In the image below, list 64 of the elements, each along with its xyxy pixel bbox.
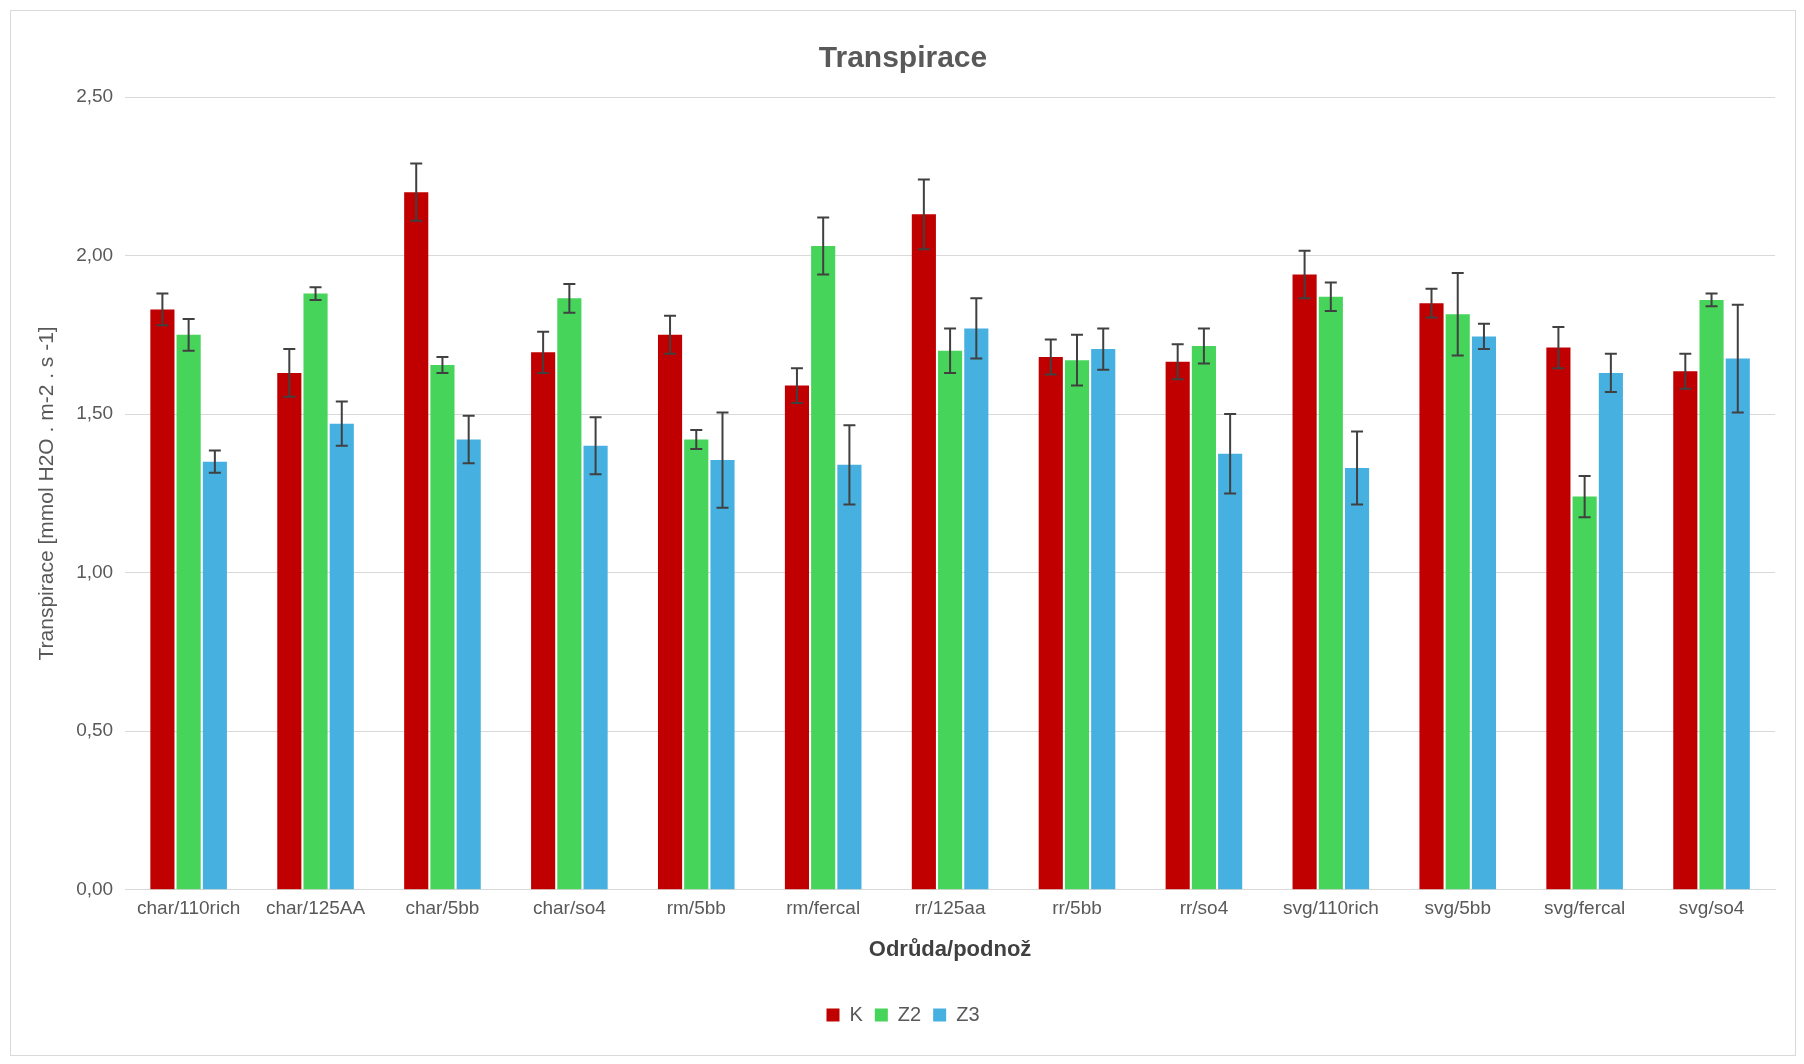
bar [329, 423, 354, 890]
x-tick-label: rm/5bb [666, 897, 726, 919]
bar [1064, 360, 1090, 890]
chart-title: Transpirace [818, 40, 988, 74]
bar [938, 350, 963, 890]
legend-label: Z2 [897, 1002, 922, 1025]
bar [1572, 496, 1597, 890]
bar [303, 293, 328, 890]
x-tick-label: svg/fercal [1543, 897, 1626, 919]
bar [784, 385, 810, 890]
bar [1292, 274, 1317, 890]
bar [404, 192, 429, 890]
bar [531, 352, 556, 890]
bar [430, 364, 455, 890]
x-tick-label: svg/so4 [1678, 897, 1745, 919]
x-tick-label: char/110rich [137, 897, 241, 919]
bar [202, 461, 227, 890]
bar [1725, 358, 1750, 890]
y-tick-label: 1,00 [76, 560, 114, 582]
bar [1419, 303, 1444, 890]
x-tick-label: rr/125aa [914, 897, 986, 919]
x-tick-label: rm/fercal [786, 897, 861, 919]
x-tick-label: rr/5bb [1052, 897, 1102, 919]
x-tick-label: char/125AA [265, 897, 366, 919]
x-tick-label: char/so4 [532, 897, 607, 919]
bar [456, 439, 481, 890]
y-tick-label: 1,50 [76, 402, 114, 424]
bar [684, 439, 709, 890]
bar [1165, 361, 1190, 890]
x-tick-label: char/5bb [405, 897, 480, 919]
bar [1091, 349, 1116, 890]
bar [710, 460, 735, 890]
bar [1191, 345, 1216, 890]
bar [1445, 314, 1470, 890]
bar [557, 298, 582, 890]
y-tick-label: 0,50 [76, 719, 114, 741]
bar [1598, 372, 1623, 890]
bar [1546, 347, 1571, 890]
bar [1699, 299, 1724, 890]
x-tick-label: svg/110rich [1282, 897, 1379, 919]
bar [1318, 296, 1343, 890]
bar [964, 328, 989, 890]
bar [911, 214, 936, 890]
bar [1673, 371, 1698, 890]
bar [176, 334, 201, 890]
x-axis-title: Odrůda/podnož [868, 935, 1032, 961]
bar [277, 372, 302, 890]
y-axis-title: Transpirace [mmol H2O . m-2 . s -1] [34, 326, 58, 661]
bar [1038, 357, 1063, 890]
x-tick-label: svg/5bb [1424, 897, 1491, 919]
bar [837, 464, 862, 890]
bar [1471, 336, 1497, 890]
y-tick-label: 2,00 [76, 243, 114, 265]
x-tick-label: rr/so4 [1179, 897, 1229, 919]
legend-label: Z3 [956, 1002, 980, 1025]
y-tick-label: 2,50 [76, 85, 114, 107]
bar [150, 309, 175, 890]
bar [1344, 468, 1370, 890]
y-tick-label: 0,00 [76, 878, 114, 900]
bar [1218, 453, 1243, 890]
bar [657, 334, 683, 890]
bar [811, 246, 836, 890]
legend-label: K [849, 1002, 864, 1025]
bar [583, 445, 608, 890]
